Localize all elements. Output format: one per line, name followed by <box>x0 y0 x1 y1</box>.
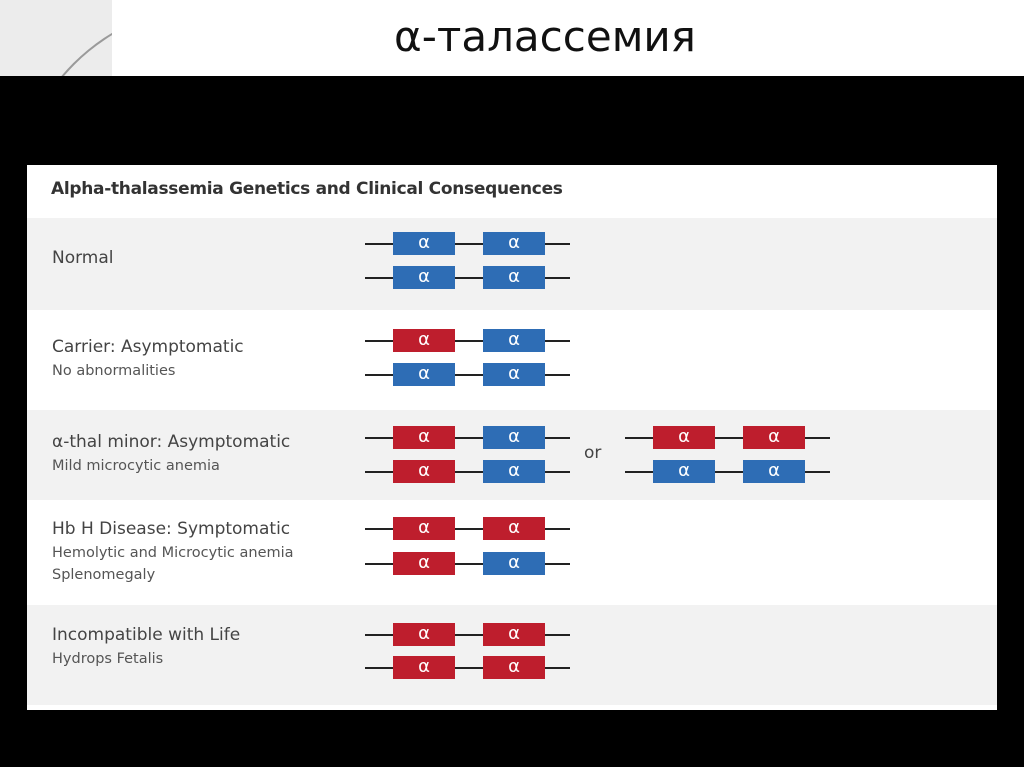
deleted-alpha-gene: α <box>483 656 545 679</box>
alpha-gene: α <box>393 266 455 289</box>
deleted-alpha-gene: α <box>393 517 455 540</box>
title-band: α-талассемия <box>0 0 1024 76</box>
diagram-title: Alpha-thalassemia Genetics and Clinical … <box>51 179 563 199</box>
deleted-alpha-gene: α <box>483 623 545 646</box>
deleted-alpha-gene: α <box>743 426 805 449</box>
row-sublabel: No abnormalities <box>52 363 176 379</box>
alpha-gene: α <box>483 426 545 449</box>
genotype-row: Carrier: Asymptomatic No abnormalities α α α… <box>27 310 997 410</box>
deleted-alpha-gene: α <box>393 426 455 449</box>
alpha-gene: α <box>393 232 455 255</box>
alpha-gene: α <box>653 460 715 483</box>
deleted-alpha-gene: α <box>653 426 715 449</box>
genotype-row: α-thal minor: Asymptomatic Mild microcyti… <box>27 410 997 500</box>
deleted-alpha-gene: α <box>483 517 545 540</box>
deleted-alpha-gene: α <box>393 623 455 646</box>
alpha-gene: α <box>743 460 805 483</box>
or-label: or <box>584 443 602 463</box>
genotype-row: Hb H Disease: Symptomatic Hemolytic and M… <box>27 500 997 605</box>
row-sublabel: Hemolytic and Microcytic anemia <box>52 545 294 561</box>
genotype-row: Normal α α α α <box>27 218 997 310</box>
alpha-gene: α <box>483 460 545 483</box>
row-label: Hb H Disease: Symptomatic <box>52 519 291 539</box>
alpha-gene: α <box>483 232 545 255</box>
row-label: Incompatible with Life <box>52 625 241 645</box>
decorative-curve <box>0 0 112 76</box>
deleted-alpha-gene: α <box>393 656 455 679</box>
alpha-gene: α <box>483 552 545 575</box>
row-label: Carrier: Asymptomatic <box>52 337 244 357</box>
alpha-gene: α <box>393 363 455 386</box>
alpha-gene: α <box>483 266 545 289</box>
deleted-alpha-gene: α <box>393 329 455 352</box>
row-sublabel: Mild microcytic anemia <box>52 458 220 474</box>
row-label: α-thal minor: Asymptomatic <box>52 432 291 452</box>
row-label: Normal <box>52 248 114 268</box>
alpha-gene: α <box>483 329 545 352</box>
slide-title: α-талассемия <box>394 12 696 61</box>
alpha-gene: α <box>483 363 545 386</box>
row-sublabel: Hydrops Fetalis <box>52 651 164 667</box>
deleted-alpha-gene: α <box>393 460 455 483</box>
diagram-panel: Alpha-thalassemia Genetics and Clinical … <box>27 165 997 710</box>
deleted-alpha-gene: α <box>393 552 455 575</box>
row-sublabel: Splenomegaly <box>52 567 156 583</box>
genotype-row: Incompatible with Life Hydrops Fetalis α α α… <box>27 605 997 705</box>
